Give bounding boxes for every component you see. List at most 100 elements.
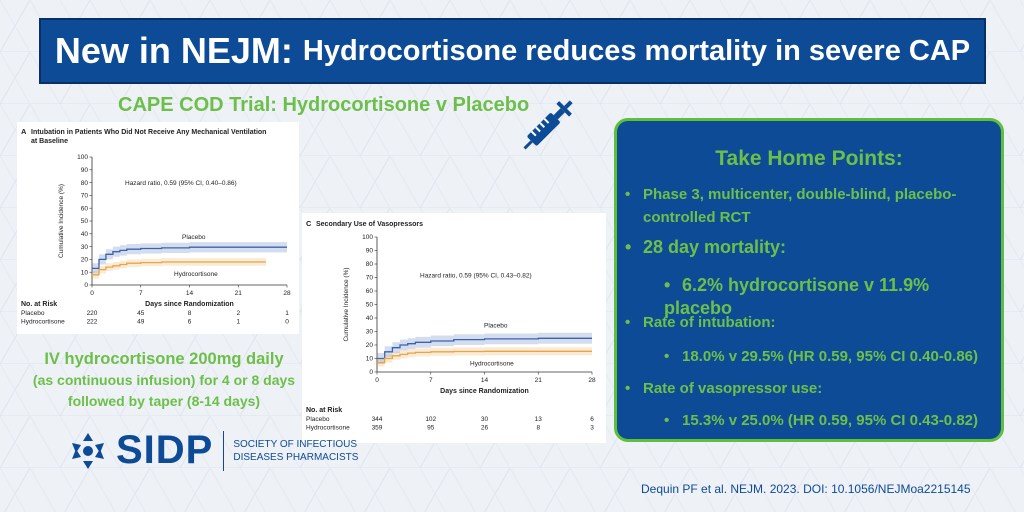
- at-risk-title: No. at Risk: [306, 407, 342, 414]
- at-risk-row-label: Hydrocortisone: [21, 319, 65, 326]
- take-home-point-2-detail: • 6.2% hydrocortisone v 11.9% placebo: [664, 275, 930, 318]
- chart-panel-letter: C: [306, 219, 312, 228]
- y-tick-label: 10: [81, 269, 89, 276]
- banner-title-strong: New in NEJM:: [54, 30, 293, 71]
- x-tick-label: 28: [283, 290, 291, 297]
- at-risk-value: 2: [236, 310, 240, 317]
- chart-title-line-2: at Baseline: [31, 138, 68, 145]
- at-risk-title: No. at Risk: [21, 301, 57, 308]
- at-risk-value: 6: [188, 319, 192, 326]
- chart-panel-letter: A: [21, 127, 27, 136]
- y-tick-label: 40: [366, 315, 374, 322]
- at-risk-value: 30: [481, 416, 489, 423]
- take-home-point-2-value: 6.2% hydrocortisone v 11.9% placebo: [664, 275, 930, 318]
- x-tick-label: 21: [535, 377, 543, 384]
- y-tick-label: 60: [366, 288, 374, 295]
- series-line-hydrocortisone: [92, 261, 267, 276]
- y-tick-label: 20: [366, 342, 374, 349]
- sidp-logo: SIDP SOCIETY OF INFECTIOUS DISEASES PHAR…: [68, 428, 358, 473]
- y-tick-label: 20: [81, 257, 89, 264]
- y-tick-label: 80: [81, 180, 89, 187]
- y-tick-label: 0: [369, 369, 373, 376]
- at-risk-value: 49: [137, 319, 145, 326]
- x-tick-label: 7: [139, 290, 143, 297]
- dosing-line-1: IV hydrocortisone 200mg daily: [44, 350, 284, 368]
- at-risk-value: 45: [137, 310, 145, 317]
- x-tick-label: 21: [235, 290, 243, 297]
- trial-title: CAPE COD Trial: Hydrocortisone v Placebo: [118, 94, 530, 116]
- at-risk-row-label: Placebo: [306, 416, 330, 423]
- vasopressor-chart: C Secondary Use of Vasopressors0102030405…: [306, 219, 596, 432]
- intubation-chart: A Intubation in Patients Who Did Not Rece…: [21, 127, 291, 326]
- x-tick-label: 0: [375, 377, 379, 384]
- at-risk-value: 95: [427, 425, 435, 432]
- y-axis-label: Cumulative Incidence (%): [58, 184, 65, 258]
- y-tick-label: 40: [81, 231, 89, 238]
- x-axis-label: Days since Randomization: [440, 388, 529, 395]
- series-label-hydrocortisone: Hydrocortisone: [174, 271, 218, 278]
- y-tick-label: 60: [81, 205, 89, 212]
- chart-panel-a: A Intubation in Patients Who Did Not Rece…: [17, 122, 299, 334]
- x-tick-label: 0: [90, 290, 94, 297]
- y-tick-label: 80: [366, 261, 374, 268]
- y-tick-label: 90: [366, 248, 374, 255]
- sidp-society-line-2: DISEASES PHARMACISTS: [233, 451, 359, 463]
- take-home-point-2: • 28 day mortality:: [625, 237, 787, 257]
- chart-title: Intubation in Patients Who Did Not Recei…: [31, 129, 266, 136]
- sidp-society-text: SOCIETY OF INFECTIOUS DISEASES PHARMACIS…: [233, 438, 358, 464]
- at-risk-value: 220: [87, 310, 98, 317]
- series-label-placebo: Placebo: [484, 322, 508, 329]
- y-tick-label: 50: [81, 218, 89, 225]
- y-tick-label: 70: [81, 193, 89, 200]
- x-tick-label: 28: [588, 377, 596, 384]
- dosing-line-2: (as continuous infusion) for 4 or 8 days: [32, 372, 296, 388]
- y-tick-label: 30: [366, 329, 374, 336]
- at-risk-value: 0: [285, 319, 289, 326]
- banner-title-rest: Hydrocortisone reduces mortality in seve…: [302, 34, 971, 67]
- y-tick-label: 100: [77, 154, 88, 161]
- take-home-point-4-label: Rate of vasopressor use:: [643, 380, 823, 397]
- series-line-placebo: [92, 246, 287, 270]
- y-tick-label: 70: [366, 275, 374, 282]
- at-risk-value: 6: [590, 416, 594, 423]
- x-tick-label: 14: [481, 377, 489, 384]
- y-tick-label: 30: [81, 244, 89, 251]
- series-line-placebo: [377, 337, 592, 360]
- chart-title: Secondary Use of Vasopressors: [316, 221, 423, 228]
- y-tick-label: 0: [84, 282, 88, 289]
- y-axis-label: Cumulative Incidence (%): [343, 267, 350, 341]
- at-risk-value: 1: [285, 310, 289, 317]
- syringe-icon: [523, 100, 573, 150]
- y-tick-label: 10: [366, 356, 374, 363]
- series-line-hydrocortisone: [377, 350, 592, 364]
- y-tick-label: 90: [81, 167, 89, 174]
- take-home-point-3-detail: • 18.0% v 29.5% (HR 0.59, 95% CI 0.40-0.8…: [664, 348, 979, 365]
- at-risk-value: 3: [590, 425, 594, 432]
- at-risk-row-label: Hydrocortisone: [306, 425, 350, 432]
- x-tick-label: 14: [186, 290, 194, 297]
- x-tick-label: 7: [429, 377, 433, 384]
- ci-band-placebo: [92, 242, 287, 274]
- dosing-line-3: followed by taper (8-14 days): [67, 393, 261, 409]
- sidp-logo-icon: [72, 432, 104, 469]
- take-home-point-4: • Rate of vasopressor use:: [625, 380, 823, 397]
- take-home-point-1-line-1: Phase 3, multicenter, double-blind, plac…: [643, 186, 957, 203]
- hazard-ratio-text: Hazard ratio, 0.59 (95% CI, 0.43–0.82): [420, 273, 532, 280]
- hazard-ratio-text: Hazard ratio, 0.59 (95% CI, 0.40–0.86): [125, 180, 237, 187]
- take-home-point-2-label: 28 day mortality:: [643, 237, 787, 257]
- y-tick-label: 50: [366, 302, 374, 309]
- chart-panel-c: C Secondary Use of Vasopressors 0 10 20 30 40 5…: [302, 213, 606, 443]
- take-home-point-3-label: Rate of intubation:: [643, 314, 776, 331]
- take-home-point-3-value: 18.0% v 29.5% (HR 0.59, 95% CI 0.40-0.86…: [682, 348, 979, 365]
- y-tick-label: 100: [362, 234, 373, 241]
- take-home-point-1-line-2: controlled RCT: [643, 209, 751, 226]
- title-banner: New in NEJM: Hydrocortisone reduces mort…: [39, 18, 986, 84]
- at-risk-value: 359: [372, 425, 383, 432]
- at-risk-value: 8: [536, 425, 540, 432]
- citation: Dequin PF et al. NEJM. 2023. DOI: 10.105…: [641, 482, 971, 496]
- take-home-points-box: Take Home Points: • Phase 3, multicenter,…: [614, 118, 1004, 442]
- at-risk-value: 222: [87, 319, 98, 326]
- take-home-point-4-value: 15.3% v 25.0% (HR 0.59, 95% CI 0.43-0.82…: [682, 412, 979, 429]
- dosing-info: IV hydrocortisone 200mg daily (as contin…: [24, 348, 304, 412]
- at-risk-value: 8: [188, 310, 192, 317]
